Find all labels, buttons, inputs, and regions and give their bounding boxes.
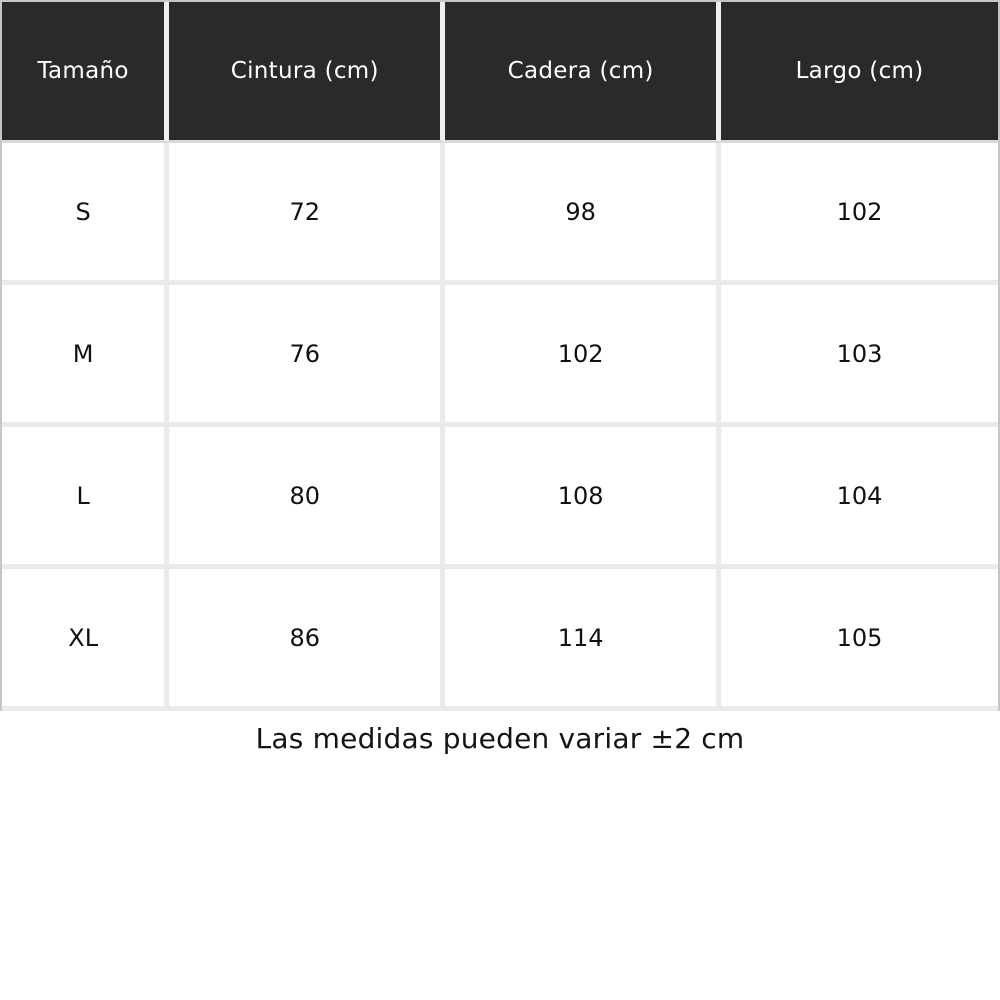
- length-value-cell: 104: [721, 427, 998, 569]
- header-cell-cintura: Cintura (cm): [169, 2, 446, 143]
- waist-value-cell: 72: [169, 143, 446, 285]
- hip-value-cell: 98: [445, 143, 722, 285]
- waist-value-cell: 76: [169, 285, 446, 427]
- header-row: Tamaño Cintura (cm) Cadera (cm) Largo (c…: [2, 2, 998, 143]
- header-cell-cadera: Cadera (cm): [445, 2, 722, 143]
- hip-value-cell: 108: [445, 427, 722, 569]
- measurement-tolerance-note: Las medidas pueden variar ±2 cm: [255, 722, 745, 755]
- table-row-l: L 80 108 104: [2, 427, 998, 569]
- size-chart-table: Tamaño Cintura (cm) Cadera (cm) Largo (c…: [0, 0, 1000, 711]
- waist-value-cell: 86: [169, 569, 446, 711]
- size-label-cell: M: [2, 285, 170, 427]
- size-label-cell: L: [2, 427, 170, 569]
- table-row-s: S 72 98 102: [2, 143, 998, 285]
- length-value-cell: 103: [721, 285, 998, 427]
- waist-value-cell: 80: [169, 427, 446, 569]
- length-value-cell: 102: [721, 143, 998, 285]
- header-cell-largo: Largo (cm): [721, 2, 998, 143]
- length-value-cell: 105: [721, 569, 998, 711]
- hip-value-cell: 114: [445, 569, 722, 711]
- table-row-m: M 76 102 103: [2, 285, 998, 427]
- size-label-cell: XL: [2, 569, 170, 711]
- table-row-xl: XL 86 114 105: [2, 569, 998, 711]
- hip-value-cell: 102: [445, 285, 722, 427]
- size-label-cell: S: [2, 143, 170, 285]
- header-cell-tamano: Tamaño: [2, 2, 170, 143]
